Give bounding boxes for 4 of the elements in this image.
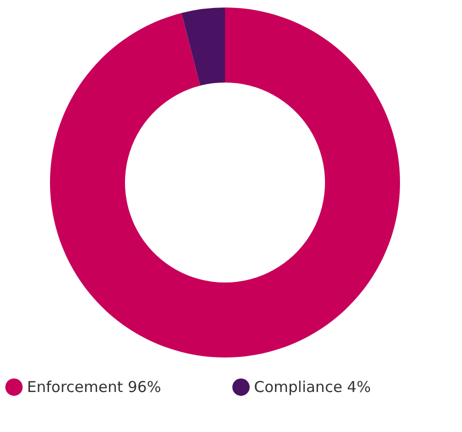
- donut-slice: [181, 8, 225, 86]
- legend-label: Enforcement 96%: [27, 378, 162, 396]
- donut-slice: [50, 8, 400, 358]
- legend-label: Compliance 4%: [254, 378, 371, 396]
